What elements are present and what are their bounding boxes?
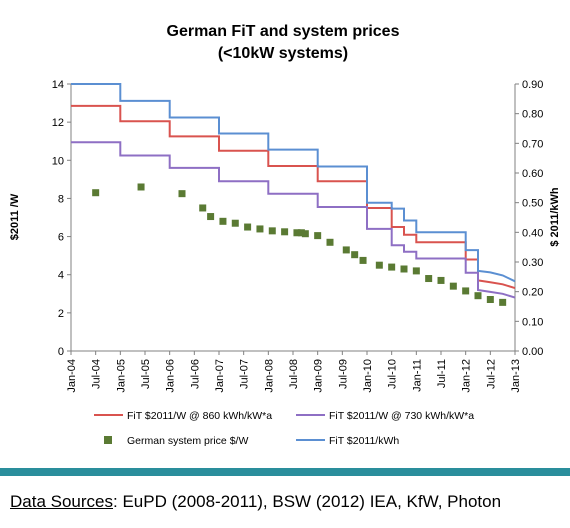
x-tick-label: Jan-08 xyxy=(263,359,275,393)
series-fit-kwh-line xyxy=(71,83,516,283)
right-tick-label: 0.40 xyxy=(522,227,543,239)
series-fit-860-line xyxy=(71,104,516,290)
system-price-point xyxy=(425,275,433,283)
system-price-point xyxy=(486,296,494,304)
right-tick-label: 0.00 xyxy=(522,346,543,358)
system-price-point xyxy=(178,190,186,198)
system-price-point xyxy=(462,287,470,295)
system-price-point xyxy=(314,232,322,240)
system-price-point xyxy=(281,228,289,236)
system-price-point xyxy=(293,229,301,237)
legend-label-fit-kwh: FiT $2011/kWh xyxy=(329,435,399,447)
system-price-point xyxy=(256,225,264,233)
x-tick-label: Jan-05 xyxy=(115,359,127,393)
system-price-point xyxy=(342,246,350,254)
system-price-point xyxy=(244,223,252,231)
right-tick-label: 0.50 xyxy=(522,198,543,210)
left-tick-label: 6 xyxy=(58,232,64,244)
system-price-point xyxy=(351,251,359,259)
data-sources-caption: Data Sources: EuPD (2008-2011), BSW (201… xyxy=(10,492,501,512)
system-price-point xyxy=(199,204,207,212)
x-tick-label: Jul-05 xyxy=(140,359,152,389)
x-axis-ticks: Jan-04 Jul-04 Jan-05 Jul-05 Jan-06 Jul-06 Jan-… xyxy=(66,351,522,393)
left-tick-label: 14 xyxy=(52,79,64,91)
left-axis-label: $2011 /W xyxy=(9,193,21,240)
chart-title-line-2: (<10kW systems) xyxy=(218,45,348,62)
right-tick-label: 0.80 xyxy=(522,109,543,121)
system-price-point xyxy=(297,229,305,237)
x-tick-label: Jan-11 xyxy=(411,359,423,392)
x-tick-label: Jul-12 xyxy=(485,359,497,389)
system-price-point xyxy=(474,292,482,300)
system-price-point xyxy=(231,219,239,227)
system-price-point xyxy=(219,217,227,225)
series-layer xyxy=(71,83,516,306)
right-tick-label: 0.20 xyxy=(522,287,543,299)
system-price-point xyxy=(207,213,215,221)
system-price-point xyxy=(137,183,145,191)
x-tick-label: Jan-12 xyxy=(461,359,473,393)
x-tick-label: Jan-07 xyxy=(214,359,226,393)
system-price-point xyxy=(449,282,457,290)
chart-title-line-1: German FiT and system prices xyxy=(167,23,400,40)
x-tick-label: Jul-09 xyxy=(337,359,349,389)
legend-label-fit-860: FiT $2011/W @ 860 kWh/kW*a xyxy=(127,410,272,422)
x-tick-label: Jan-09 xyxy=(313,359,325,393)
chart: German FiT and system prices (<10kW syst… xyxy=(9,23,561,447)
right-tick-label: 0.60 xyxy=(522,168,543,180)
right-tick-label: 0.70 xyxy=(522,138,543,150)
legend-swatch-system-price xyxy=(104,436,112,444)
x-tick-label: Jan-04 xyxy=(66,359,78,393)
system-price-point xyxy=(359,256,367,264)
system-price-point xyxy=(301,230,309,238)
left-tick-label: 12 xyxy=(52,117,64,129)
series-system-price xyxy=(92,183,507,306)
x-tick-label: Jan-06 xyxy=(165,359,177,393)
system-price-point xyxy=(499,298,507,306)
x-tick-label: Jul-06 xyxy=(189,359,201,389)
right-axis-label: $ 2011/kWh xyxy=(549,187,561,247)
series-fit-730-line xyxy=(71,141,516,299)
system-price-point xyxy=(437,276,445,284)
x-tick-label: Jul-07 xyxy=(239,359,251,389)
legend: FiT $2011/W @ 860 kWh/kW*a FiT $2011/W @… xyxy=(94,410,474,447)
left-tick-label: 0 xyxy=(58,346,64,358)
left-tick-label: 2 xyxy=(58,308,64,320)
data-sources-text: : EuPD (2008-2011), BSW (2012) IEA, KfW,… xyxy=(113,492,502,511)
x-tick-label: Jul-10 xyxy=(387,359,399,389)
left-tick-label: 4 xyxy=(58,270,64,282)
legend-label-fit-730: FiT $2011/W @ 730 kWh/kW*a xyxy=(329,410,474,422)
right-axis-ticks: 0.00 0.10 0.20 0.30 0.40 0.50 0.60 0.70 0.80 0.90 xyxy=(515,79,543,358)
right-tick-label: 0.10 xyxy=(522,316,543,328)
x-tick-label: Jan-10 xyxy=(362,359,374,393)
left-tick-label: 10 xyxy=(52,155,64,167)
legend-label-system-price: German system price $/W xyxy=(127,435,248,447)
right-tick-label: 0.90 xyxy=(522,79,543,91)
x-tick-label: Jul-11 xyxy=(436,359,448,388)
system-price-point xyxy=(92,189,100,197)
system-price-point xyxy=(326,238,334,246)
data-sources-label: Data Sources xyxy=(10,492,113,511)
right-tick-label: 0.30 xyxy=(522,257,543,269)
system-price-point xyxy=(268,227,276,235)
left-axis-ticks: 0 2 4 6 8 10 12 14 xyxy=(52,79,71,358)
x-tick-label: Jul-04 xyxy=(91,359,103,389)
system-price-point xyxy=(375,261,383,269)
left-tick-label: 8 xyxy=(58,193,64,205)
divider-bar xyxy=(0,468,570,476)
system-price-point xyxy=(412,267,420,275)
x-tick-label: Jan-13 xyxy=(510,359,522,393)
system-price-point xyxy=(388,263,396,271)
x-tick-label: Jul-08 xyxy=(288,359,300,389)
system-price-point xyxy=(400,265,408,273)
